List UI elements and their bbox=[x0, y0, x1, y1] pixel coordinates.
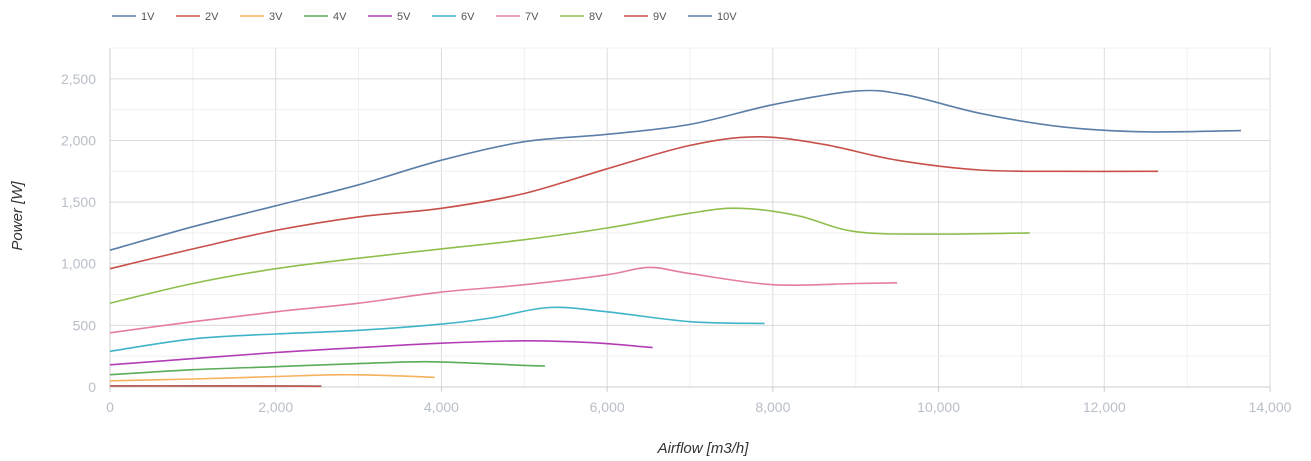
chart-legend: 1V 2V 3V 4V 5V 6V 7V 8V 9V 10V bbox=[112, 11, 737, 23]
series-line-10v bbox=[109, 89, 1242, 251]
legend-label-4v: 4V bbox=[333, 11, 347, 23]
x-tick-label: 10,000 bbox=[917, 399, 960, 415]
chart-series bbox=[109, 89, 1242, 388]
series-line-3v bbox=[109, 373, 435, 382]
chart-axes: 0 2,000 4,000 6,000 8,000 10,000 12,000 14,000 0… bbox=[61, 48, 1292, 415]
series-line-4v bbox=[109, 360, 546, 376]
x-tick-label: 14,000 bbox=[1249, 399, 1292, 415]
y-tick-label: 1,500 bbox=[61, 194, 96, 210]
y-tick-label: 500 bbox=[73, 317, 97, 333]
x-axis-title: Airflow [m3/h] bbox=[657, 440, 750, 457]
legend-label-2v: 2V bbox=[205, 11, 219, 23]
series-line-9v bbox=[109, 135, 1159, 270]
legend-label-1v: 1V bbox=[141, 11, 155, 23]
x-tick-label: 4,000 bbox=[424, 399, 459, 415]
legend-label-5v: 5V bbox=[397, 11, 411, 23]
series-line-7v bbox=[109, 266, 898, 334]
y-tick-label: 2,500 bbox=[61, 71, 96, 87]
y-tick-label: 1,000 bbox=[61, 256, 96, 272]
y-tick-label: 0 bbox=[88, 379, 96, 395]
chart-grid bbox=[109, 47, 1271, 387]
x-tick-label: 8,000 bbox=[755, 399, 790, 415]
x-tick-label: 0 bbox=[106, 399, 114, 415]
legend-label-8v: 8V bbox=[589, 11, 603, 23]
legend-label-6v: 6V bbox=[461, 11, 475, 23]
x-tick-label: 6,000 bbox=[590, 399, 625, 415]
legend-label-7v: 7V bbox=[525, 11, 539, 23]
legend-label-10v: 10V bbox=[717, 11, 737, 23]
y-axis-title: Power [W] bbox=[9, 181, 26, 251]
series-line-8v bbox=[109, 207, 1030, 304]
legend-label-9v: 9V bbox=[653, 11, 667, 23]
x-tick-label: 2,000 bbox=[258, 399, 293, 415]
series-line-5v bbox=[109, 339, 653, 366]
series-line-6v bbox=[109, 306, 765, 353]
y-tick-label: 2,000 bbox=[61, 132, 96, 148]
legend-label-3v: 3V bbox=[269, 11, 283, 23]
x-tick-label: 12,000 bbox=[1083, 399, 1126, 415]
